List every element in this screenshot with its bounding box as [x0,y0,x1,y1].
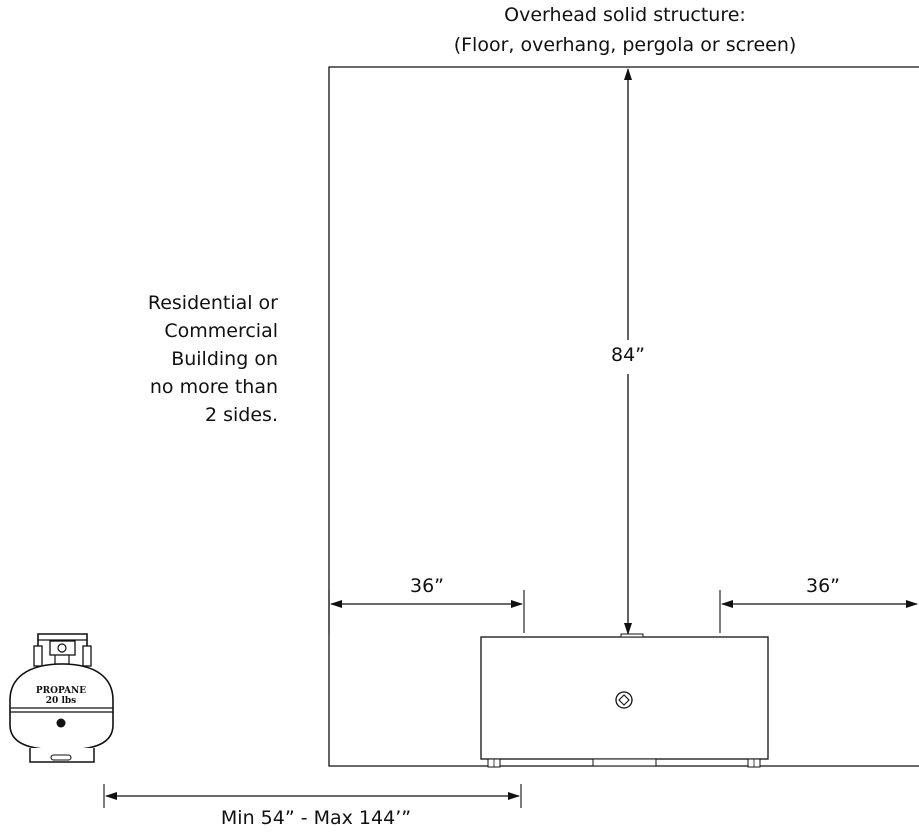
building-note-line-3: Building on [171,348,278,370]
control-knob-icon [615,691,633,709]
right-clearance-dimension: 36” [719,575,918,633]
header-line-1: Overhead solid structure: [504,4,746,26]
center-base [592,758,657,767]
building-note-line-5: 2 sides. [205,404,278,426]
building-note-line-2: Commercial [164,320,278,342]
propane-tank-icon: PROPANE 20 lbs [9,633,114,763]
left-clearance-label: 36” [410,575,444,597]
building-note: Residential or Commercial Building on no… [148,292,278,426]
fire-table-top-cap [620,633,644,638]
header-line-2: (Floor, overhang, pergola or screen) [454,34,797,56]
building-note-line-4: no more than [150,376,278,398]
tank-label-line-2: 20 lbs [46,696,76,706]
tank-distance-dimension: Min 54” - Max 144’” [103,784,522,829]
right-clearance-label: 36” [806,575,840,597]
left-clearance-dimension: 36” [328,575,525,633]
building-note-line-1: Residential or [148,292,278,314]
overhead-clearance-dimension: 84” [611,68,645,635]
tank-label-line-1: PROPANE [36,686,86,696]
overhead-clearance-label: 84” [611,344,645,366]
fire-table-unit [480,633,769,768]
tank-distance-label: Min 54” - Max 144’” [221,807,411,828]
fire-table-body [480,636,769,760]
